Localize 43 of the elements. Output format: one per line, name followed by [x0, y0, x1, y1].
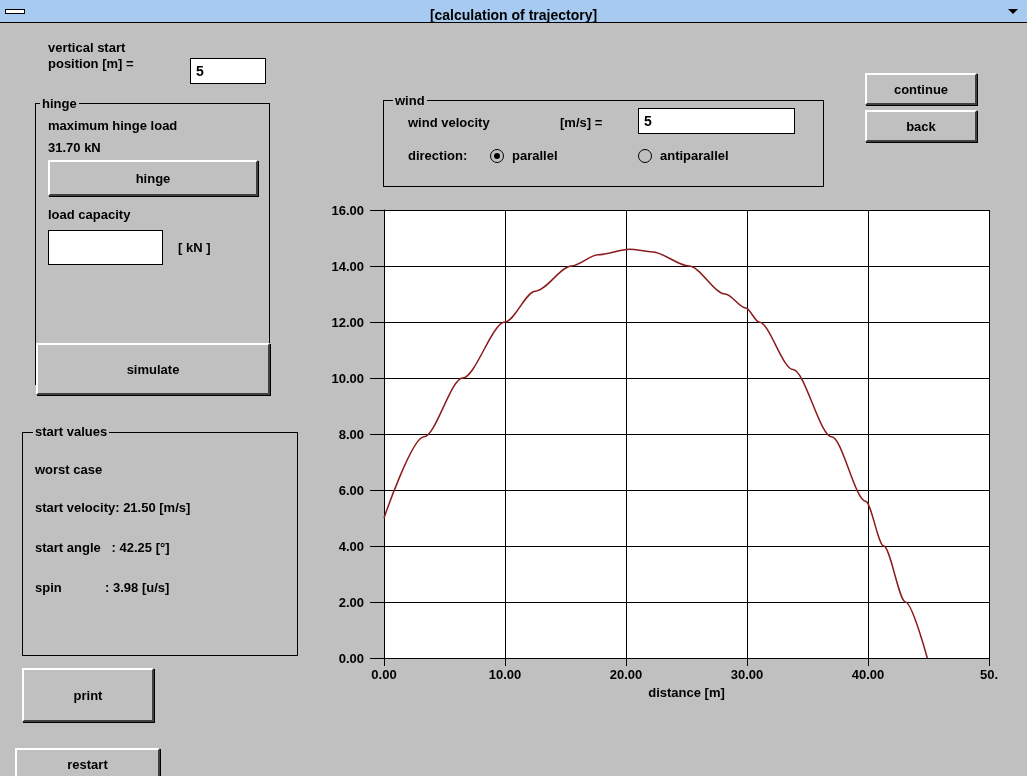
text: hinge [48, 160, 258, 196]
text: 5 [638, 108, 795, 134]
text: spin : 3.98 [u/s] [35, 580, 170, 596]
text: restart [15, 748, 160, 776]
text: start velocity: 21.50 [m/s] [35, 500, 191, 516]
text: 5 [190, 58, 266, 84]
text: wind velocity [408, 115, 490, 131]
text: parallel [512, 148, 558, 164]
text: start values [33, 424, 110, 440]
chart-title: [calculation of trajectory] [429, 7, 598, 23]
text: vertical start position [m] = [48, 40, 135, 72]
text: 31.70 kN [48, 140, 101, 156]
text: antiparallel [660, 148, 729, 164]
y-tick-label: 10.00 [331, 370, 364, 386]
text: load capacity [48, 207, 131, 223]
text: worst case [35, 462, 103, 478]
y-tick-label: 0.00 [338, 650, 364, 666]
y-tick-label: 8.00 [338, 426, 364, 442]
text: print [22, 668, 154, 722]
x-tick-label: 50. [979, 667, 999, 682]
x-tick-label: 30.00 [730, 667, 764, 682]
text: hinge [40, 96, 79, 112]
x-tick-label: 40.00 [851, 667, 885, 682]
y-tick-label: 2.00 [338, 594, 364, 610]
x-tick-label: 10.00 [488, 667, 522, 682]
text: [ kN ] [178, 240, 211, 256]
x-tick-label: 0.00 [371, 667, 397, 682]
y-tick-label: 4.00 [338, 538, 364, 554]
text: maximum hinge load [48, 118, 178, 134]
y-tick-label: 14.00 [331, 258, 364, 274]
text: [m/s] = [560, 115, 603, 131]
text: start angle : 42.25 [°] [35, 540, 170, 556]
x-tick-label: 20.00 [609, 667, 643, 682]
y-tick-label: 6.00 [338, 482, 364, 498]
y-tick-label: 16.00 [331, 202, 364, 218]
x-axis-title: distance [m] [648, 684, 725, 700]
text: direction: [408, 148, 468, 164]
y-tick-label: 12.00 [331, 314, 364, 330]
text: wind [393, 93, 427, 109]
line-series [383, 248, 929, 659]
text: back [865, 110, 977, 142]
text: simulate [36, 343, 270, 395]
text: continue [865, 73, 977, 105]
